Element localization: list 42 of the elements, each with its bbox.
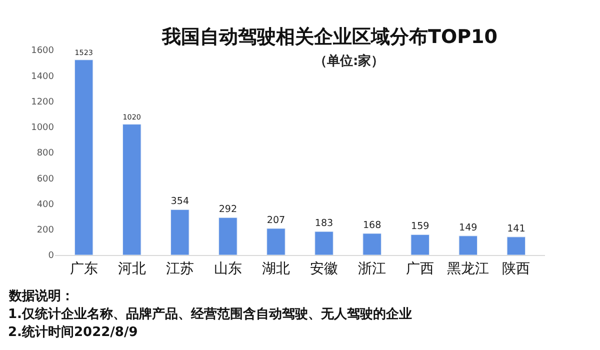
y-tick-label: 1000	[31, 123, 54, 134]
y-tick-label: 0	[48, 251, 54, 262]
text: 1.仅统计企业名称、品牌产品、经营范围含自动驾驶、无人驾驶的企业	[8, 306, 412, 322]
y-tick-label: 1600	[31, 46, 54, 56]
y-tick-label: 800	[36, 148, 54, 159]
x-tick-label: 河北	[118, 260, 146, 277]
data-label: 292	[218, 204, 238, 216]
x-tick-label: 广西	[406, 260, 434, 277]
x-tick-label: 广东	[70, 260, 98, 277]
x-tick-label: 湖北	[262, 260, 290, 277]
data-label: 354	[170, 196, 190, 208]
bar	[266, 228, 286, 255]
data-label: 149	[459, 222, 478, 234]
data-label: 183	[314, 218, 334, 230]
y-tick-label: 200	[36, 226, 54, 236]
x-tick-label: 陕西	[502, 260, 530, 277]
text: 数据说明：	[8, 289, 74, 304]
y-tick-label: 400	[36, 200, 54, 210]
bar	[74, 60, 94, 255]
text: 2.统计时间2022/8/9	[8, 324, 138, 340]
x-tick-label: 黑龙江	[447, 260, 490, 277]
bar	[122, 124, 142, 255]
data-label: 141	[507, 224, 526, 235]
y-tick-label: 600	[36, 174, 54, 184]
x-tick-label: 浙江	[358, 260, 386, 277]
bar	[458, 236, 478, 255]
bar	[314, 231, 334, 255]
chart-subtitle: （单位:家）	[314, 53, 384, 69]
data-label: 168	[362, 220, 382, 232]
x-tick-label: 江苏	[166, 260, 194, 277]
bar	[170, 209, 190, 255]
data-label: 207	[266, 215, 286, 226]
bar	[218, 217, 238, 255]
bar	[506, 236, 526, 255]
bar	[410, 234, 430, 255]
chart-title: 我国自动驾驶相关企业区域分布TOP10	[161, 26, 498, 48]
data-label: 159	[410, 221, 430, 232]
x-tick-label: 安徽	[310, 260, 338, 277]
y-tick-label: 1200	[31, 97, 54, 108]
x-tick-label: 山东	[214, 260, 242, 277]
bar	[362, 233, 382, 255]
y-tick-label: 1400	[31, 72, 54, 82]
